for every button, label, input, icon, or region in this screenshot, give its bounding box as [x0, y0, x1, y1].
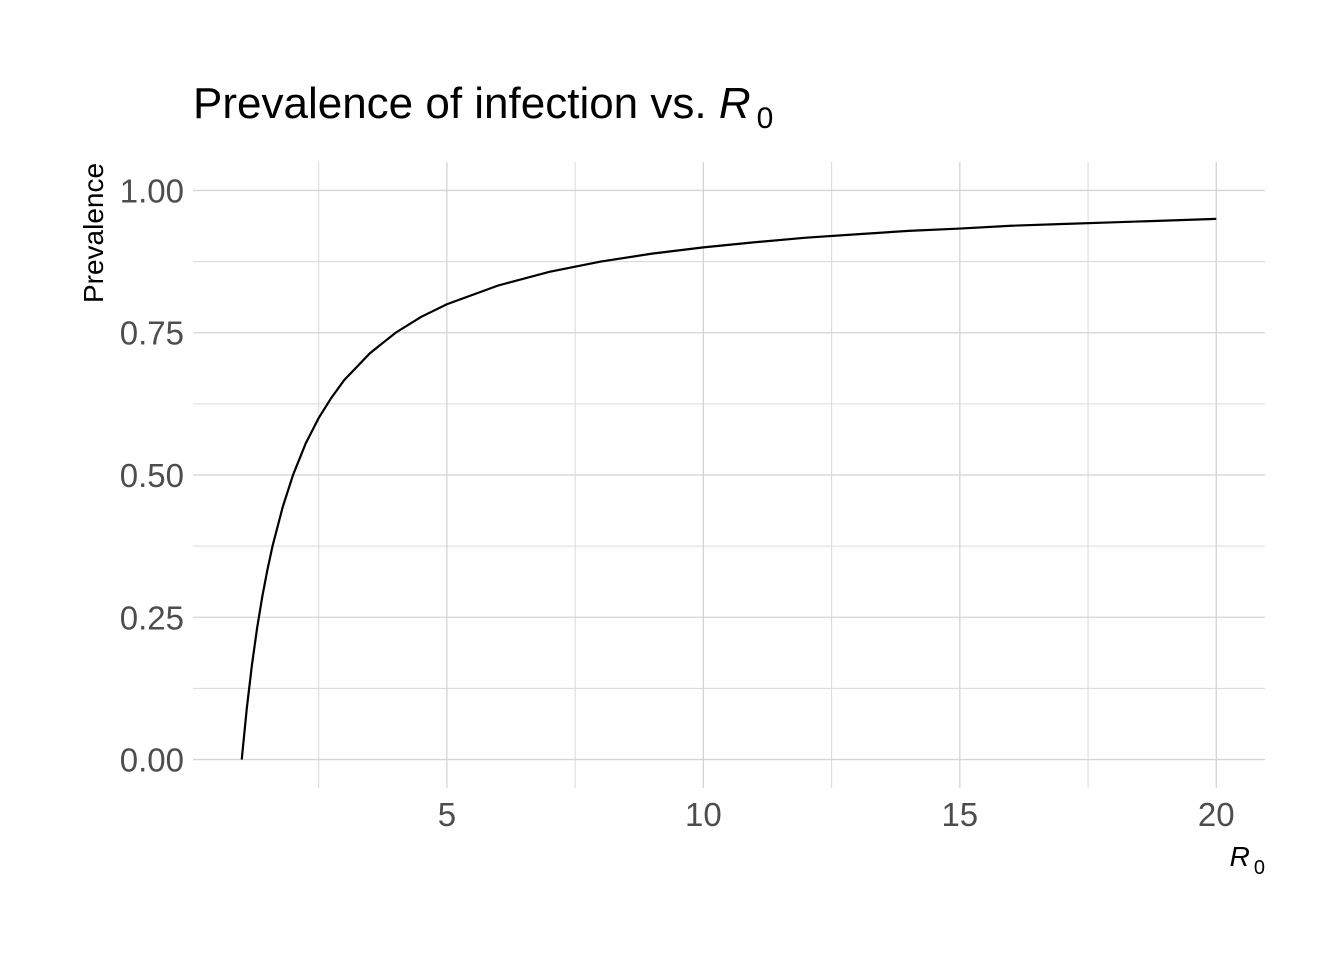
x-tick-label: 20: [1198, 796, 1235, 833]
x-tick-label: 15: [941, 796, 978, 833]
chart-title-subscript: 0: [757, 102, 774, 135]
x-axis-title-subscript: 0: [1254, 857, 1265, 879]
y-tick-labels: 0.00 0.25 0.50 0.75 1.00: [120, 172, 184, 778]
chart-title-symbol: R: [719, 79, 751, 128]
chart-title-text: Prevalence of infection vs.: [193, 79, 719, 128]
grid-lines: [193, 162, 1265, 788]
y-tick-label: 1.00: [120, 172, 184, 209]
x-axis-title-symbol: R: [1230, 841, 1250, 872]
y-axis-title: Prevalence: [78, 163, 109, 303]
y-tick-label: 0.75: [120, 315, 184, 352]
prevalence-curve: [240, 217, 1217, 760]
y-tick-label: 0.00: [120, 742, 184, 779]
x-tick-label: 5: [438, 796, 456, 833]
y-tick-label: 0.25: [120, 599, 184, 636]
x-tick-labels: 5 10 15 20: [438, 796, 1235, 833]
curve-layer: [240, 217, 1217, 760]
x-tick-label: 10: [685, 796, 722, 833]
y-tick-label: 0.50: [120, 457, 184, 494]
